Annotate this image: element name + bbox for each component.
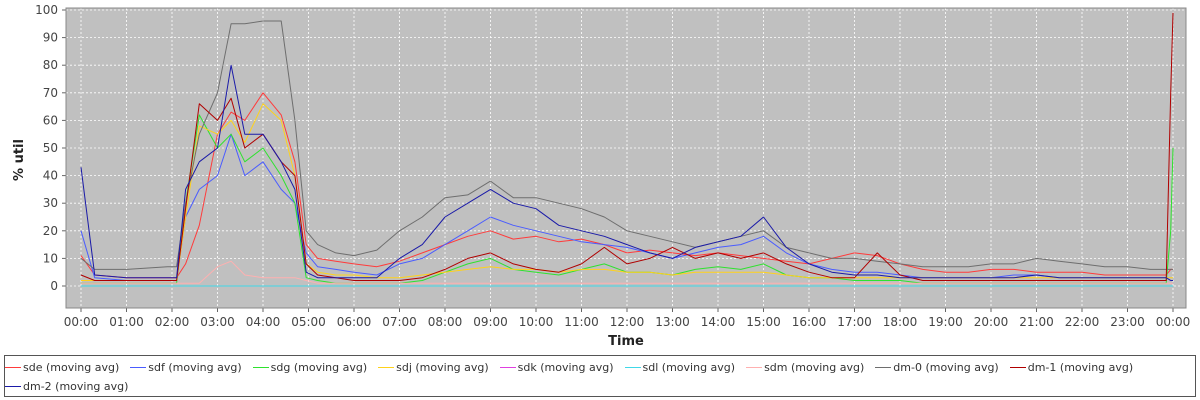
- legend-item: sdm (moving avg): [746, 358, 864, 377]
- legend-label: sdm (moving avg): [764, 361, 865, 374]
- y-tick-label: 100: [35, 3, 58, 17]
- legend-swatch: [746, 367, 763, 368]
- series-line-dm-1: [80, 12, 1174, 281]
- line-chart: 0 10 20 30 40 50 60 70 80 90 100 00:00 01:00 02:00 03:…: [12, 3, 1190, 349]
- series-line-dm-2: [80, 64, 1173, 281]
- x-tick-label: 03:00: [200, 315, 235, 329]
- legend-label: sdl (moving avg): [642, 361, 736, 374]
- x-tick-label: 22:00: [1065, 315, 1100, 329]
- legend-label: dm-2 (moving avg): [23, 380, 129, 393]
- y-tick-label: 40: [43, 169, 58, 183]
- legend-swatch: [875, 367, 892, 368]
- x-tick-label: 02:00: [155, 315, 190, 329]
- x-tick-label: 07:00: [382, 315, 417, 329]
- x-tick-label: 13:00: [655, 315, 690, 329]
- legend-item: sdl (moving avg): [624, 358, 736, 377]
- legend-item: dm-0 (moving avg): [875, 358, 999, 377]
- legend: sde (moving avg) sdf (moving avg) sdg (mov…: [4, 355, 1196, 397]
- legend-item: dm-2 (moving avg): [5, 377, 128, 396]
- legend-label: sde (moving avg): [23, 361, 120, 374]
- legend-swatch: [252, 367, 269, 368]
- y-tick-label: 80: [43, 58, 58, 72]
- x-tick-label: 12:00: [610, 315, 645, 329]
- legend-swatch: [499, 367, 516, 368]
- legend-item: sde (moving avg): [5, 358, 119, 377]
- legend-label: dm-0 (moving avg): [893, 361, 999, 374]
- y-tick-label: 50: [43, 141, 58, 155]
- x-tick-label: 06:00: [337, 315, 372, 329]
- x-tick-label: 10:00: [519, 315, 554, 329]
- gridlines: [66, 8, 1186, 308]
- x-tick-label: 04:00: [246, 315, 281, 329]
- x-tick-label: 18:00: [883, 315, 918, 329]
- y-tick-label: 90: [43, 31, 58, 45]
- y-tick-label: 0: [50, 279, 58, 293]
- x-tick-label: 20:00: [974, 315, 1009, 329]
- x-tick-label: 15:00: [746, 315, 781, 329]
- x-tick-label: 09:00: [473, 315, 508, 329]
- x-tick-label: 01:00: [109, 315, 144, 329]
- x-tick-label: 21:00: [1019, 315, 1054, 329]
- legend-label: dm-1 (moving avg): [1027, 361, 1134, 374]
- legend-swatch: [5, 367, 21, 368]
- series-line-dm-0: [80, 20, 1173, 270]
- legend-label: sdj (moving avg): [396, 361, 489, 374]
- legend-swatch: [378, 367, 395, 368]
- series-line-sdf: [80, 133, 1173, 281]
- y-tick-label: 60: [43, 113, 58, 127]
- x-tick-label: 17:00: [837, 315, 872, 329]
- x-tick-label: 16:00: [792, 315, 827, 329]
- legend-swatch: [5, 386, 21, 387]
- legend-item: sdj (moving avg): [378, 358, 489, 377]
- chart-area: 0 10 20 30 40 50 60 70 80 90 100 00:00 01:00 02:00 03:…: [12, 3, 1190, 349]
- tick-labels: 0 10 20 30 40 50 60 70 80 90 100 00:00 01:00 02:00 03:…: [35, 3, 1190, 329]
- x-tick-label: 00:00: [64, 315, 99, 329]
- x-tick-label: 08:00: [428, 315, 463, 329]
- y-axis-title: % util: [12, 139, 27, 181]
- legend-swatch: [130, 367, 147, 368]
- y-tick-label: 20: [43, 224, 58, 238]
- legend-label: sdf (moving avg): [148, 361, 242, 374]
- legend-swatch: [624, 367, 641, 368]
- x-tick-label: 11:00: [564, 315, 599, 329]
- legend-item: sdk (moving avg): [499, 358, 614, 377]
- axes: [62, 7, 1187, 312]
- y-tick-label: 10: [43, 251, 58, 265]
- x-tick-label: 19:00: [928, 315, 963, 329]
- legend-item: dm-1 (moving avg): [1009, 358, 1134, 377]
- x-axis-title: Time: [608, 334, 644, 349]
- y-tick-label: 30: [43, 196, 58, 210]
- legend-swatch: [1009, 367, 1026, 368]
- legend-item: sdf (moving avg): [130, 358, 242, 377]
- x-tick-label: 05:00: [291, 315, 326, 329]
- legend-item: sdg (moving avg): [252, 358, 368, 377]
- x-tick-label: 14:00: [701, 315, 736, 329]
- legend-label: sdg (moving avg): [270, 361, 368, 374]
- plot-border: [65, 7, 1187, 309]
- x-tick-label: 00:00: [1156, 315, 1191, 329]
- x-tick-label: 23:00: [1110, 315, 1145, 329]
- series-line-sdm: [81, 260, 1173, 284]
- series-layer: [80, 12, 1174, 287]
- legend-label: sdk (moving avg): [517, 361, 614, 374]
- y-tick-label: 70: [43, 86, 58, 100]
